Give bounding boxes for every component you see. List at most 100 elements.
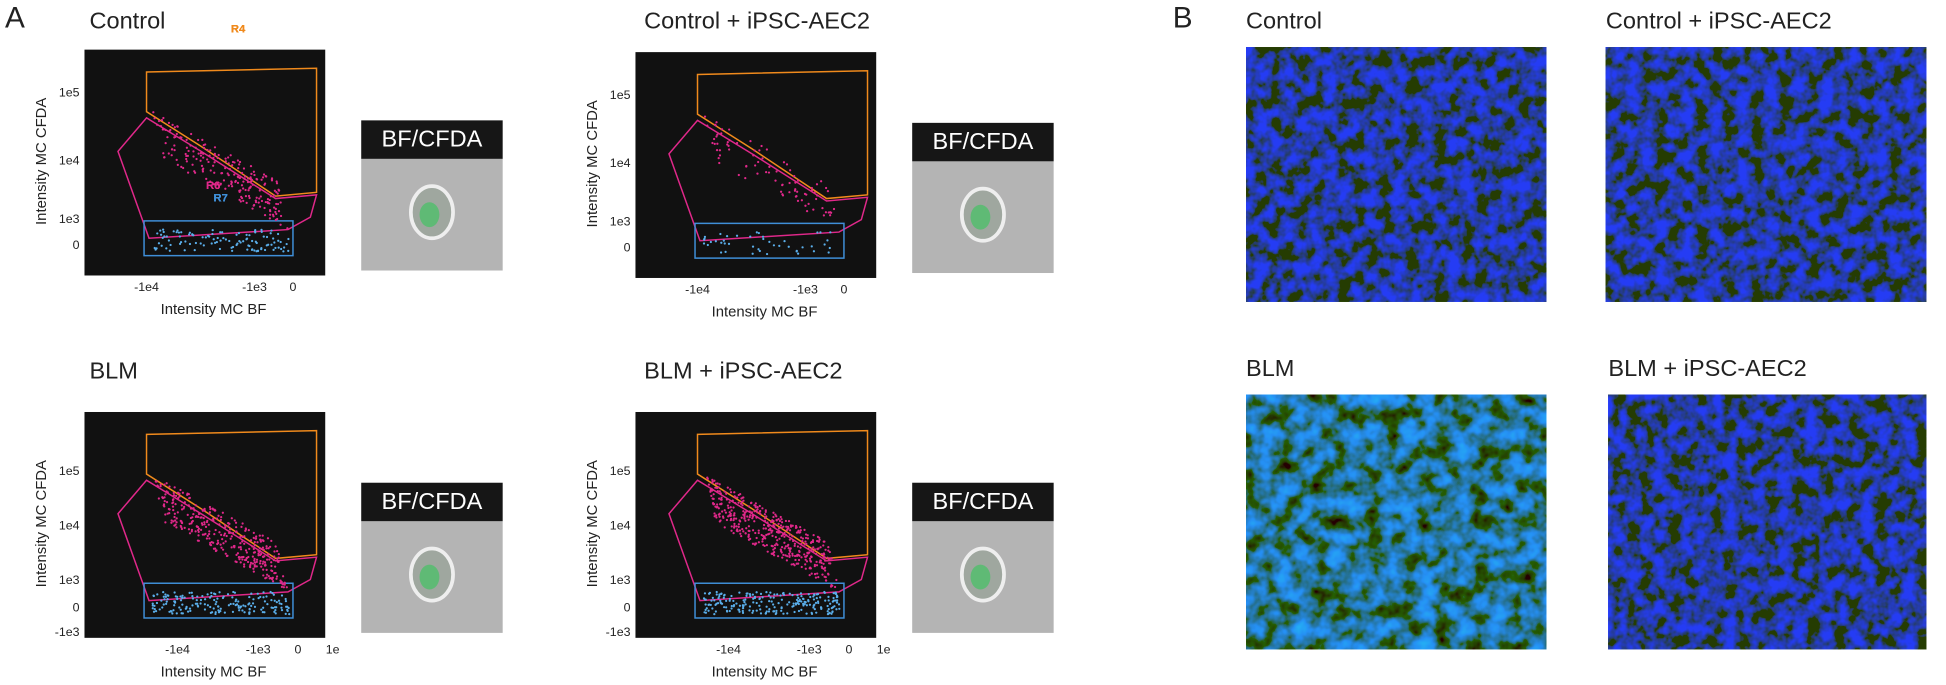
- event-dot: [271, 213, 275, 216]
- event-dot: [719, 492, 722, 495]
- event-dot: [754, 164, 757, 167]
- event-dot: [214, 528, 217, 532]
- event-dot: [210, 594, 213, 598]
- event-dot: [805, 554, 809, 557]
- event-dot: [238, 609, 241, 612]
- event-dot: [765, 605, 768, 608]
- event-dot: [712, 503, 716, 506]
- event-dot: [265, 568, 268, 571]
- event-dot: [780, 606, 783, 609]
- event-dot: [212, 183, 216, 186]
- event-dot: [805, 604, 808, 607]
- event-dot: [759, 509, 762, 513]
- event-dot: [772, 596, 775, 599]
- event-dot: [715, 486, 719, 490]
- event-dot: [798, 550, 801, 553]
- event-dot: [765, 533, 768, 536]
- event-dot: [284, 612, 287, 616]
- event-dot: [167, 239, 171, 242]
- event-dot: [721, 510, 724, 513]
- event-dot: [795, 562, 798, 565]
- event-dot: [780, 545, 784, 549]
- event-dot: [743, 511, 747, 514]
- event-dot: [193, 509, 196, 512]
- event-dot: [214, 611, 217, 614]
- gate-r7: [143, 582, 294, 619]
- event-dot: [793, 189, 797, 192]
- event-dot: [191, 507, 194, 510]
- event-dot: [807, 593, 810, 596]
- event-dot: [755, 509, 758, 512]
- event-dot: [224, 166, 227, 170]
- event-dot: [811, 539, 815, 542]
- event-dot: [815, 197, 818, 201]
- event-dot: [712, 137, 716, 141]
- event-dot: [797, 600, 800, 603]
- event-dot: [703, 235, 707, 238]
- event-dot: [705, 607, 708, 610]
- event-dot: [720, 592, 723, 595]
- event-dot: [243, 177, 246, 180]
- event-dot: [265, 558, 269, 561]
- event-dot: [740, 516, 743, 519]
- event-dot: [207, 523, 210, 526]
- event-dot: [788, 181, 791, 185]
- event-dot: [752, 154, 755, 157]
- event-dot: [755, 601, 758, 605]
- event-dot: [155, 247, 158, 250]
- event-dot: [807, 202, 810, 206]
- event-dot: [237, 600, 240, 603]
- event-dot: [791, 552, 794, 555]
- event-dot: [188, 607, 192, 610]
- event-dot: [742, 510, 745, 513]
- event-dot: [780, 598, 783, 601]
- x-tick-label: 1e: [877, 643, 891, 657]
- event-dot: [804, 204, 807, 207]
- event-dot: [164, 593, 167, 596]
- micrograph: [1246, 47, 1547, 302]
- event-dot: [242, 604, 245, 607]
- event-dot: [217, 611, 221, 614]
- event-dot: [246, 177, 250, 180]
- event-dot: [704, 608, 707, 611]
- event-dot: [179, 488, 182, 492]
- event-dot: [768, 599, 771, 603]
- event-dot: [710, 494, 713, 498]
- event-dot: [238, 190, 241, 193]
- event-dot: [166, 594, 169, 597]
- event-dot: [152, 610, 156, 613]
- event-dot: [185, 154, 188, 158]
- event-dot: [231, 532, 235, 535]
- event-dot: [814, 601, 818, 605]
- micrograph: [1246, 394, 1547, 650]
- event-dot: [186, 493, 189, 496]
- event-dot: [263, 206, 266, 210]
- panel-letter: B: [1173, 2, 1193, 35]
- event-dot: [163, 598, 166, 601]
- event-dot: [259, 540, 263, 543]
- event-dot: [158, 608, 161, 611]
- event-dot: [187, 233, 191, 236]
- event-dot: [830, 211, 833, 214]
- event-dot: [187, 492, 190, 496]
- event-dot: [819, 596, 822, 599]
- event-dot: [209, 169, 212, 172]
- event-dot: [735, 602, 738, 605]
- event-dot: [761, 596, 764, 599]
- event-dot: [768, 165, 771, 168]
- event-dot: [799, 526, 802, 529]
- event-dot: [203, 598, 207, 601]
- event-dot: [229, 537, 232, 540]
- event-dot: [830, 606, 833, 610]
- event-dot: [803, 553, 806, 556]
- event-dot: [800, 542, 803, 546]
- event-dot: [718, 149, 722, 152]
- event-dot: [162, 591, 165, 594]
- event-dot: [269, 577, 273, 580]
- event-dot: [827, 549, 830, 552]
- event-dot: [826, 610, 829, 613]
- event-dot: [153, 117, 156, 120]
- event-dot: [768, 608, 771, 611]
- event-dot: [188, 591, 191, 594]
- event-dot: [744, 177, 747, 180]
